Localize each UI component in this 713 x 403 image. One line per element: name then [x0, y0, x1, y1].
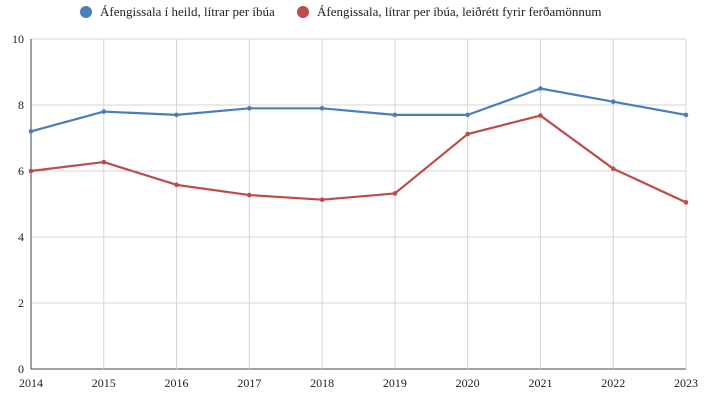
y-tick-label: 6: [18, 164, 24, 178]
data-point-1-2[interactable]: [174, 182, 179, 188]
x-tick-label: 2023: [674, 376, 698, 390]
y-tick-label: 0: [18, 362, 24, 376]
data-point-0-4[interactable]: [319, 106, 325, 111]
data-point-1-7[interactable]: [538, 113, 543, 118]
gridlines: [30, 38, 687, 370]
data-point-0-6[interactable]: [465, 112, 470, 118]
data-point-0-9[interactable]: [683, 112, 689, 118]
y-axis: 0 2 4 6 8 10: [12, 32, 24, 376]
y-tick-label: 8: [18, 98, 24, 112]
data-point-1-4[interactable]: [319, 197, 325, 203]
data-point-1-6[interactable]: [465, 131, 470, 137]
x-tick-label: 2015: [92, 376, 116, 390]
legend-label-adjusted: Áfengissala, lítrar per íbúa, leiðrétt f…: [317, 4, 601, 19]
data-point-1-0[interactable]: [28, 168, 34, 174]
data-point-1-5[interactable]: [392, 191, 398, 196]
legend: Áfengissala í heild, lítrar per íbúa Áfe…: [80, 4, 601, 19]
x-tick-label: 2022: [601, 376, 625, 390]
x-tick-label: 2017: [237, 376, 261, 390]
data-point-0-2[interactable]: [174, 112, 179, 118]
data-point-0-0[interactable]: [28, 129, 34, 134]
series-line-1[interactable]: [29, 114, 688, 204]
x-tick-label: 2019: [383, 376, 407, 390]
legend-marker-adjusted: [297, 6, 309, 18]
data-point-1-3[interactable]: [247, 192, 252, 198]
x-tick-label: 2021: [528, 376, 552, 390]
x-tick-label: 2014: [19, 376, 43, 390]
y-tick-label: 10: [12, 32, 24, 46]
y-tick-label: 2: [18, 296, 24, 310]
data-point-1-9[interactable]: [683, 200, 689, 205]
x-tick-label: 2020: [456, 376, 480, 390]
legend-marker-total: [80, 6, 92, 18]
data-point-0-7[interactable]: [538, 86, 543, 91]
y-tick-label: 4: [18, 230, 24, 244]
data-point-0-3[interactable]: [247, 106, 252, 111]
data-point-1-1[interactable]: [101, 159, 107, 165]
series-group: [28, 86, 689, 205]
legend-item-total[interactable]: Áfengissala í heild, lítrar per íbúa: [80, 4, 275, 19]
legend-item-adjusted[interactable]: Áfengissala, lítrar per íbúa, leiðrétt f…: [297, 4, 601, 19]
x-axis: 2014 2015 2016 2017 2018 2019 2020 2021 2022 2023: [19, 376, 698, 390]
x-tick-label: 2016: [165, 376, 189, 390]
data-point-0-5[interactable]: [392, 112, 398, 118]
data-point-1-8[interactable]: [610, 166, 616, 171]
series-line-0[interactable]: [29, 87, 688, 133]
x-tick-label: 2018: [310, 376, 334, 390]
data-point-0-1[interactable]: [101, 109, 107, 114]
data-point-0-8[interactable]: [610, 99, 616, 104]
legend-label-total: Áfengissala í heild, lítrar per íbúa: [100, 4, 275, 19]
